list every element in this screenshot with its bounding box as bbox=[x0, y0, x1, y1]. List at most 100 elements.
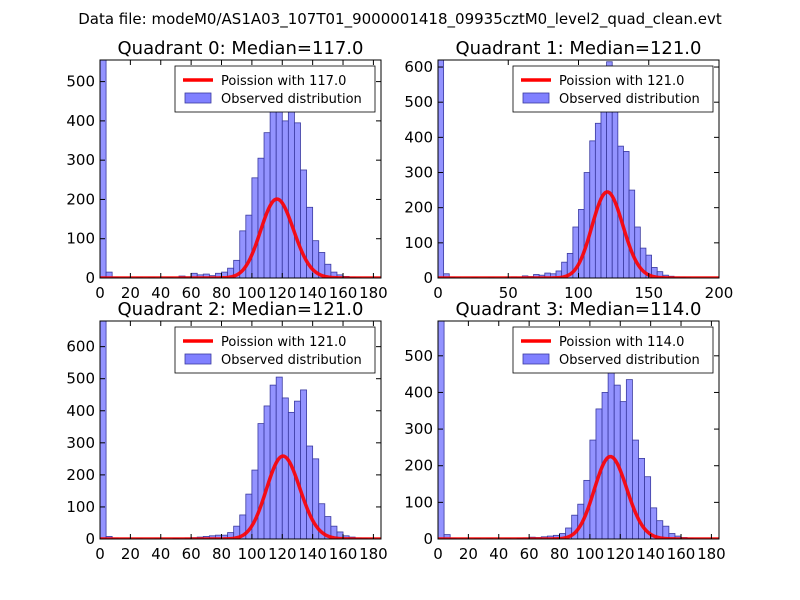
x-tick-label: 0 bbox=[95, 545, 105, 563]
axes-frame bbox=[99, 320, 382, 540]
x-tick-label: 120 bbox=[268, 545, 297, 563]
histogram-bar bbox=[269, 91, 277, 278]
histogram-bar bbox=[438, 321, 445, 539]
legend-box bbox=[174, 65, 376, 113]
y-tick-label: 300 bbox=[404, 420, 433, 438]
histogram-bar bbox=[287, 411, 295, 539]
y-tick-label: 200 bbox=[404, 199, 433, 217]
panels: 0 20 40 60 80 100 120 140 160 1800100200300400500… bbox=[66, 38, 733, 563]
histogram-bar bbox=[245, 214, 253, 278]
histogram-bar bbox=[583, 172, 591, 278]
histogram-bar bbox=[589, 140, 596, 278]
histogram-bar bbox=[632, 439, 639, 539]
x-tick-label: 160 bbox=[667, 545, 696, 563]
y-tick-label: 400 bbox=[404, 128, 433, 146]
legend-observed-label: Observed distribution bbox=[559, 353, 700, 368]
x-tick-label: 180 bbox=[697, 545, 726, 563]
legend-observed-swatch bbox=[522, 92, 550, 104]
y-tick-label: 500 bbox=[66, 370, 95, 388]
legend-observed-swatch bbox=[184, 353, 212, 365]
histogram-bar bbox=[438, 60, 445, 278]
legend-fit-label: Poission with 114.0 bbox=[559, 335, 684, 350]
y-tick-label: 500 bbox=[66, 73, 95, 91]
histogram-bar bbox=[251, 469, 259, 539]
axes-frame bbox=[437, 320, 720, 540]
y-tick-label: 300 bbox=[404, 164, 433, 182]
y-tick-label: 0 bbox=[85, 530, 95, 548]
y-tick-label: 100 bbox=[66, 498, 95, 516]
histogram-bars bbox=[438, 60, 692, 278]
legend: Poission with 117.0 Observed distribution bbox=[174, 65, 376, 113]
x-tick-label: 0 bbox=[95, 284, 105, 302]
legend-box bbox=[512, 65, 714, 113]
histogram-bar bbox=[625, 379, 633, 539]
x-tick-label: 50 bbox=[499, 284, 518, 302]
legend-observed-swatch bbox=[184, 92, 212, 104]
histogram-bar bbox=[294, 122, 301, 278]
legend-fit-label: Poission with 121.0 bbox=[559, 74, 684, 89]
x-tick-label: 120 bbox=[268, 284, 297, 302]
y-tick-label: 200 bbox=[66, 466, 95, 484]
quadrant-panel-2: 0 20 40 60 80 100 120 140 160 1800100200300400500… bbox=[66, 299, 387, 563]
y-tick-label: 200 bbox=[404, 457, 433, 475]
histogram-bar bbox=[287, 91, 295, 278]
panel-title: Quadrant 0: Median=117.0 bbox=[118, 38, 364, 59]
y-tick-label: 100 bbox=[404, 234, 433, 252]
histogram-bar bbox=[100, 321, 107, 539]
histogram-bar bbox=[300, 389, 307, 539]
y-tick-label: 300 bbox=[66, 434, 95, 452]
x-tick-label: 40 bbox=[489, 545, 508, 563]
histogram-bar bbox=[324, 263, 332, 278]
y-tick-label: 100 bbox=[66, 230, 95, 248]
histogram-bar bbox=[294, 400, 301, 539]
legend-observed-swatch bbox=[522, 353, 550, 365]
histogram-bar bbox=[100, 60, 107, 278]
x-tick-label: 120 bbox=[606, 545, 635, 563]
y-tick-label: 400 bbox=[66, 112, 95, 130]
histogram-bar bbox=[257, 423, 265, 539]
legend: Poission with 121.0 Observed distribution bbox=[512, 65, 714, 113]
histogram-bar bbox=[628, 189, 636, 278]
legend-fit-label: Poission with 121.0 bbox=[221, 335, 346, 350]
quadrant-panel-1: 0 50 100 150 200 0 100 200 300 400 500 600 Quadrant … bbox=[404, 38, 733, 302]
x-tick-label: 160 bbox=[329, 545, 358, 563]
legend-box bbox=[174, 326, 376, 374]
x-tick-label: 20 bbox=[121, 545, 140, 563]
y-tick-label: 400 bbox=[404, 383, 433, 401]
histogram-bar bbox=[634, 226, 641, 278]
histogram-bar bbox=[578, 209, 585, 278]
y-tick-label: 600 bbox=[66, 338, 95, 356]
x-tick-label: 40 bbox=[151, 545, 170, 563]
y-tick-label: 200 bbox=[66, 190, 95, 208]
x-tick-label: 60 bbox=[182, 545, 201, 563]
x-tick-label: 100 bbox=[238, 284, 267, 302]
histogram-bar bbox=[611, 101, 619, 278]
y-tick-label: 0 bbox=[423, 269, 433, 287]
x-tick-label: 200 bbox=[705, 284, 734, 302]
x-tick-label: 180 bbox=[359, 545, 388, 563]
x-tick-label: 150 bbox=[634, 284, 663, 302]
histogram-bar bbox=[306, 445, 314, 539]
legend: Poission with 114.0 Observed distribution bbox=[512, 326, 714, 374]
x-tick-label: 140 bbox=[636, 545, 665, 563]
legend-box bbox=[512, 326, 714, 374]
y-tick-label: 0 bbox=[85, 269, 95, 287]
x-tick-label: 180 bbox=[359, 284, 388, 302]
panel-title: Quadrant 3: Median=114.0 bbox=[456, 299, 702, 320]
x-tick-label: 100 bbox=[576, 545, 605, 563]
histogram-bar bbox=[263, 405, 271, 539]
histogram-bar bbox=[275, 94, 283, 278]
x-tick-label: 0 bbox=[433, 284, 443, 302]
x-tick-label: 100 bbox=[238, 545, 267, 563]
x-tick-label: 100 bbox=[564, 284, 593, 302]
x-tick-label: 160 bbox=[329, 284, 358, 302]
y-tick-label: 400 bbox=[66, 402, 95, 420]
x-tick-label: 80 bbox=[550, 545, 569, 563]
histogram-bar bbox=[607, 346, 615, 539]
legend-observed-label: Observed distribution bbox=[221, 92, 362, 107]
quadrant-panel-0: 0 20 40 60 80 100 120 140 160 1800100200300400500… bbox=[66, 38, 387, 302]
x-tick-label: 60 bbox=[182, 284, 201, 302]
x-tick-label: 20 bbox=[121, 284, 140, 302]
histogram-bars bbox=[100, 60, 362, 278]
panel-title: Quadrant 2: Median=121.0 bbox=[118, 299, 364, 320]
